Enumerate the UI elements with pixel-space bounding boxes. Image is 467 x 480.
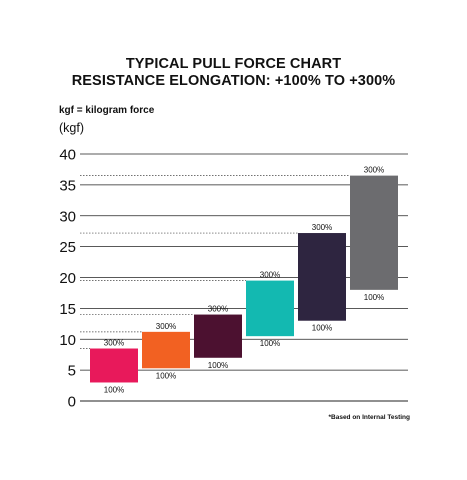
low-value-label: 100% (104, 385, 124, 394)
high-value-label: 300% (312, 223, 332, 232)
y-tick-label: 40 (59, 147, 76, 164)
footnote: *Based on Internal Testing (328, 414, 410, 421)
unit-note: kgf = kilogram force (59, 105, 155, 116)
high-value-label: 300% (260, 271, 280, 280)
range-bar (246, 280, 294, 337)
chart-title-line2: RESISTANCE ELONGATION: +100% TO +300% (71, 73, 396, 89)
low-value-label: 100% (312, 324, 332, 333)
y-tick-label: 0 (68, 394, 76, 411)
low-value-label: 100% (156, 371, 176, 380)
y-axis-unit-label: (kgf) (59, 121, 84, 135)
range-bar (90, 348, 138, 383)
range-bar (298, 233, 346, 321)
low-value-label: 100% (208, 361, 228, 370)
range-bar (350, 175, 398, 290)
low-value-label: 100% (260, 339, 280, 348)
y-tick-label: 10 (59, 332, 76, 349)
range-bar (194, 314, 242, 358)
high-value-label: 300% (156, 322, 176, 331)
chart-title-line1: TYPICAL PULL FORCE CHART (125, 56, 342, 72)
range-bar (142, 331, 190, 369)
high-value-label: 300% (208, 305, 228, 314)
high-value-label: 300% (104, 339, 124, 348)
y-tick-label: 35 (59, 177, 76, 194)
y-tick-label: 15 (59, 301, 76, 318)
y-tick-label: 30 (59, 208, 76, 225)
y-tick-label: 25 (59, 239, 76, 256)
y-tick-label: 5 (68, 363, 76, 380)
y-tick-label: 20 (59, 270, 76, 287)
low-value-label: 100% (364, 293, 384, 302)
high-value-label: 300% (364, 166, 384, 175)
